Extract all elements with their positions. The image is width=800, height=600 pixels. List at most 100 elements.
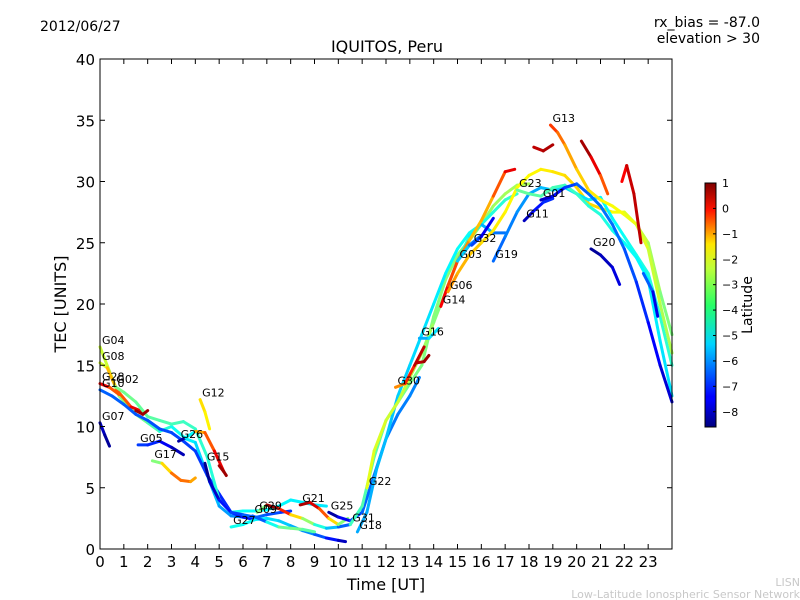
colorbar-tick-label: −7	[722, 380, 738, 393]
series-label-g13: G13	[553, 112, 576, 125]
x-tick-label: 9	[310, 553, 320, 571]
series-g31-segment	[503, 183, 519, 196]
series-label-g26: G26	[181, 428, 204, 441]
series-label-g25: G25	[331, 499, 354, 512]
series-label-g12: G12	[202, 387, 225, 400]
series-g06-segment	[491, 210, 507, 232]
colorbar-tick-label: −2	[722, 253, 738, 266]
y-tick-label: 5	[85, 480, 95, 498]
series-g09-segment	[277, 525, 293, 530]
series-g29-segment	[301, 516, 316, 526]
series-g05-segment	[158, 439, 173, 449]
series-label-g15: G15	[207, 450, 230, 463]
trace-fragment	[415, 353, 431, 365]
series-label-g19: G19	[495, 248, 518, 261]
colorbar-tick-label: −1	[722, 228, 738, 241]
series-g14-segment	[479, 194, 495, 223]
series-g19-segment	[610, 216, 626, 239]
series-g29	[255, 503, 352, 530]
x-tick-label: 0	[95, 553, 105, 571]
series-label-g29: G29	[259, 499, 282, 512]
x-tick-label: 3	[167, 553, 177, 571]
series-g32-segment	[470, 235, 483, 247]
series-g02-segment	[205, 455, 221, 502]
series-g13-segment	[646, 247, 662, 306]
trace-fragment-segment	[579, 139, 593, 159]
series-g27-segment	[336, 538, 347, 544]
x-tick-label: 2	[143, 553, 153, 571]
y-tick-label: 40	[76, 51, 95, 69]
series-g05	[136, 439, 185, 457]
series-g25-segment	[408, 376, 421, 398]
series-g06-segment	[539, 167, 555, 174]
trace-fragment-segment	[222, 470, 228, 477]
series-g05-segment	[170, 445, 185, 457]
series-g31-segment	[444, 253, 459, 281]
series-g31-segment	[348, 504, 364, 526]
series-g04-segment	[255, 513, 269, 519]
series-g20-segment	[589, 247, 602, 257]
series-g23-segment	[575, 192, 591, 208]
series-g32	[470, 216, 495, 247]
x-tick-label: 10	[329, 553, 348, 571]
series-g06-segment	[467, 241, 483, 257]
series-g04-segment	[184, 437, 197, 444]
x-tick-label: 20	[567, 553, 586, 571]
trace-fragment	[579, 139, 610, 196]
x-tick-label: 23	[639, 553, 658, 571]
series-g30-segment	[403, 363, 417, 386]
trace-fragment	[620, 164, 643, 245]
colorbar-tick-label: −8	[722, 406, 738, 419]
series-g26-segment	[203, 431, 216, 453]
series-g16	[417, 327, 440, 340]
trace-fragment-segment	[141, 409, 150, 416]
x-axis-label: Time [UT]	[346, 575, 425, 594]
series-g12-segment	[198, 398, 207, 414]
x-tick-label: 18	[519, 553, 538, 571]
series-label-g03: G03	[460, 248, 483, 261]
colorbar-label: Latitude	[740, 276, 756, 334]
series-g18-segment	[491, 198, 507, 214]
series-g15-segment	[203, 461, 212, 484]
series-label-g04: G04	[102, 334, 125, 347]
series-g27-segment	[241, 518, 257, 526]
series-g18-segment	[479, 210, 495, 226]
series-label-g32: G32	[474, 232, 497, 245]
series-g13-segment	[610, 204, 626, 217]
series-g13-segment	[599, 198, 614, 208]
series-g06-segment	[658, 290, 674, 337]
series-g25-segment	[336, 515, 352, 523]
series-g27-segment	[313, 532, 328, 540]
series-g06-segment	[503, 186, 519, 214]
series-g25-segment	[327, 510, 340, 519]
x-tick-label: 16	[472, 553, 491, 571]
series-g12-segment	[203, 410, 212, 431]
series-g11-segment	[532, 200, 545, 213]
colorbar-tick-label: −4	[722, 304, 738, 317]
series-label-g06: G06	[450, 279, 473, 292]
series-g19	[491, 186, 674, 367]
x-tick-label: 15	[448, 553, 467, 571]
series-g31-segment	[408, 363, 424, 386]
trace-fragment-segment	[422, 353, 431, 364]
series-g10-segment	[110, 394, 126, 406]
series-label-g02: G02	[116, 373, 139, 386]
series-g23-segment	[551, 183, 567, 190]
series-g23-segment	[587, 204, 602, 217]
series-g18-segment	[355, 510, 369, 534]
series-g01-segment	[563, 182, 579, 190]
series-g01-segment	[587, 192, 602, 208]
series-g13-segment	[556, 131, 567, 147]
series-label-g10: G10	[102, 377, 125, 390]
series-g25-segment	[396, 394, 412, 416]
series-g06-segment	[587, 202, 602, 210]
y-axis-label: TEC [UNITS]	[51, 256, 70, 354]
colorbar-tick-label: 1	[722, 177, 729, 190]
y-tick-label: 10	[76, 419, 95, 437]
series-g06-segment	[527, 167, 543, 177]
series-label-g18: G18	[359, 519, 382, 532]
series-g17-segment	[150, 459, 164, 465]
series-g31-segment	[432, 278, 448, 318]
series-g13-segment	[622, 213, 638, 226]
series-g18-segment	[456, 231, 471, 251]
